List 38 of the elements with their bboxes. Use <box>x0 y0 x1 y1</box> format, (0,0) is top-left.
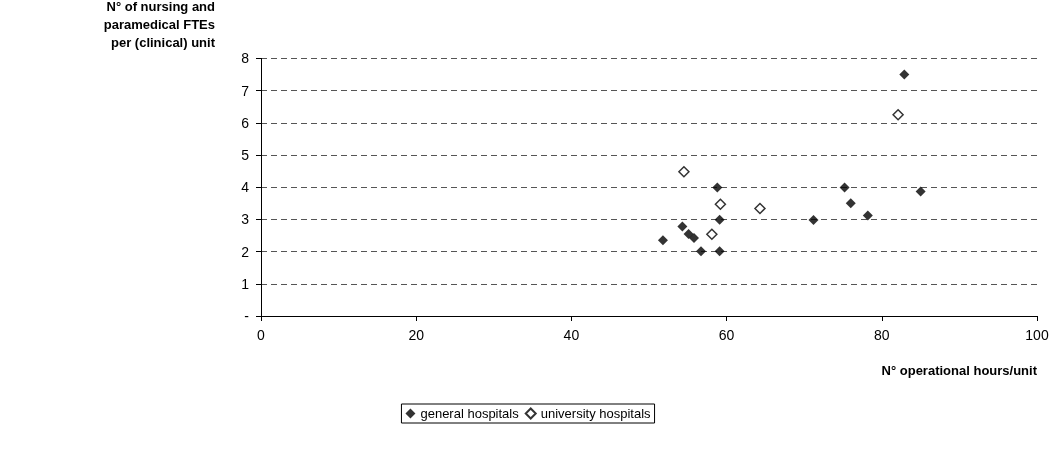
x-tick-label: 40 <box>563 327 580 343</box>
y-tick-label: - <box>244 308 250 324</box>
point <box>862 210 873 221</box>
point <box>714 246 725 257</box>
x-tick-label: 80 <box>874 327 890 343</box>
point <box>808 215 819 226</box>
point <box>689 233 700 244</box>
point <box>892 109 904 121</box>
x-tick-label: 60 <box>718 327 735 343</box>
point <box>714 198 727 211</box>
point <box>754 202 766 215</box>
point <box>899 69 910 80</box>
point <box>678 165 690 178</box>
x-tick-label: 0 <box>257 327 266 343</box>
y-tick-label: 3 <box>241 211 250 228</box>
point <box>657 235 668 246</box>
point <box>677 221 688 232</box>
point <box>683 228 694 239</box>
point <box>845 198 856 209</box>
legend-label: general hospitals <box>420 406 520 421</box>
y-tick-label: 6 <box>241 114 250 131</box>
legend-label: university hospitals <box>540 406 652 421</box>
y-tick-label: 4 <box>241 179 250 196</box>
point <box>706 228 718 240</box>
point <box>714 214 725 225</box>
y-tick-label: 5 <box>241 147 250 163</box>
point <box>839 182 850 193</box>
y-tick-label: 2 <box>241 243 250 260</box>
point <box>695 246 706 257</box>
x-tick-label: 100 <box>1025 327 1049 343</box>
y-tick-label: 8 <box>241 50 250 67</box>
y-axis-title: N° of nursing and paramedical FTEs per (clinical) unit <box>103 0 216 50</box>
y-tick-label: 7 <box>241 82 250 99</box>
point <box>712 182 723 193</box>
x-axis-title: N° operational hours/unit <box>881 363 1038 378</box>
x-tick-label: 20 <box>408 327 425 343</box>
point <box>915 186 926 197</box>
y-tick-label: 1 <box>241 275 250 292</box>
